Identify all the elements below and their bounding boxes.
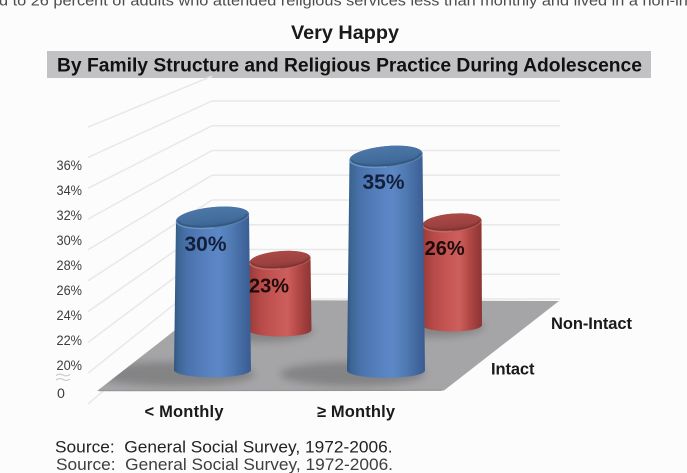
svg-text:32%: 32%	[57, 208, 83, 224]
svg-text:d to 26 percent of adults who: d to 26 percent of adults who attended r…	[0, 0, 687, 10]
svg-text:36%: 36%	[57, 158, 83, 174]
svg-text:Intact: Intact	[491, 361, 535, 379]
svg-text:35%: 35%	[362, 171, 404, 194]
svg-text:23%: 23%	[249, 276, 289, 298]
svg-text:Source: General Social Survey: Source: General Social Survey, 1972-2006…	[56, 455, 393, 473]
svg-text:28%: 28%	[57, 258, 83, 274]
svg-text:20%: 20%	[57, 358, 83, 374]
svg-text:24%: 24%	[57, 308, 83, 324]
svg-text:30%: 30%	[184, 233, 226, 256]
svg-text:0: 0	[57, 386, 65, 402]
svg-text:≥ Monthly: ≥ Monthly	[317, 403, 396, 421]
svg-text:26%: 26%	[425, 238, 465, 260]
svg-text:By Family Structure and Religi: By Family Structure and Religious Practi…	[57, 56, 642, 77]
svg-text:30%: 30%	[57, 233, 83, 249]
svg-text:Very Happy: Very Happy	[291, 22, 399, 44]
svg-text:26%: 26%	[57, 283, 83, 299]
svg-text:34%: 34%	[57, 183, 83, 199]
svg-text:Non-Intact: Non-Intact	[551, 315, 633, 333]
svg-text:< Monthly: < Monthly	[145, 403, 225, 421]
svg-text:Source: General Social Survey: Source: General Social Survey, 1972-2006…	[55, 438, 393, 457]
svg-text:22%: 22%	[57, 333, 83, 349]
